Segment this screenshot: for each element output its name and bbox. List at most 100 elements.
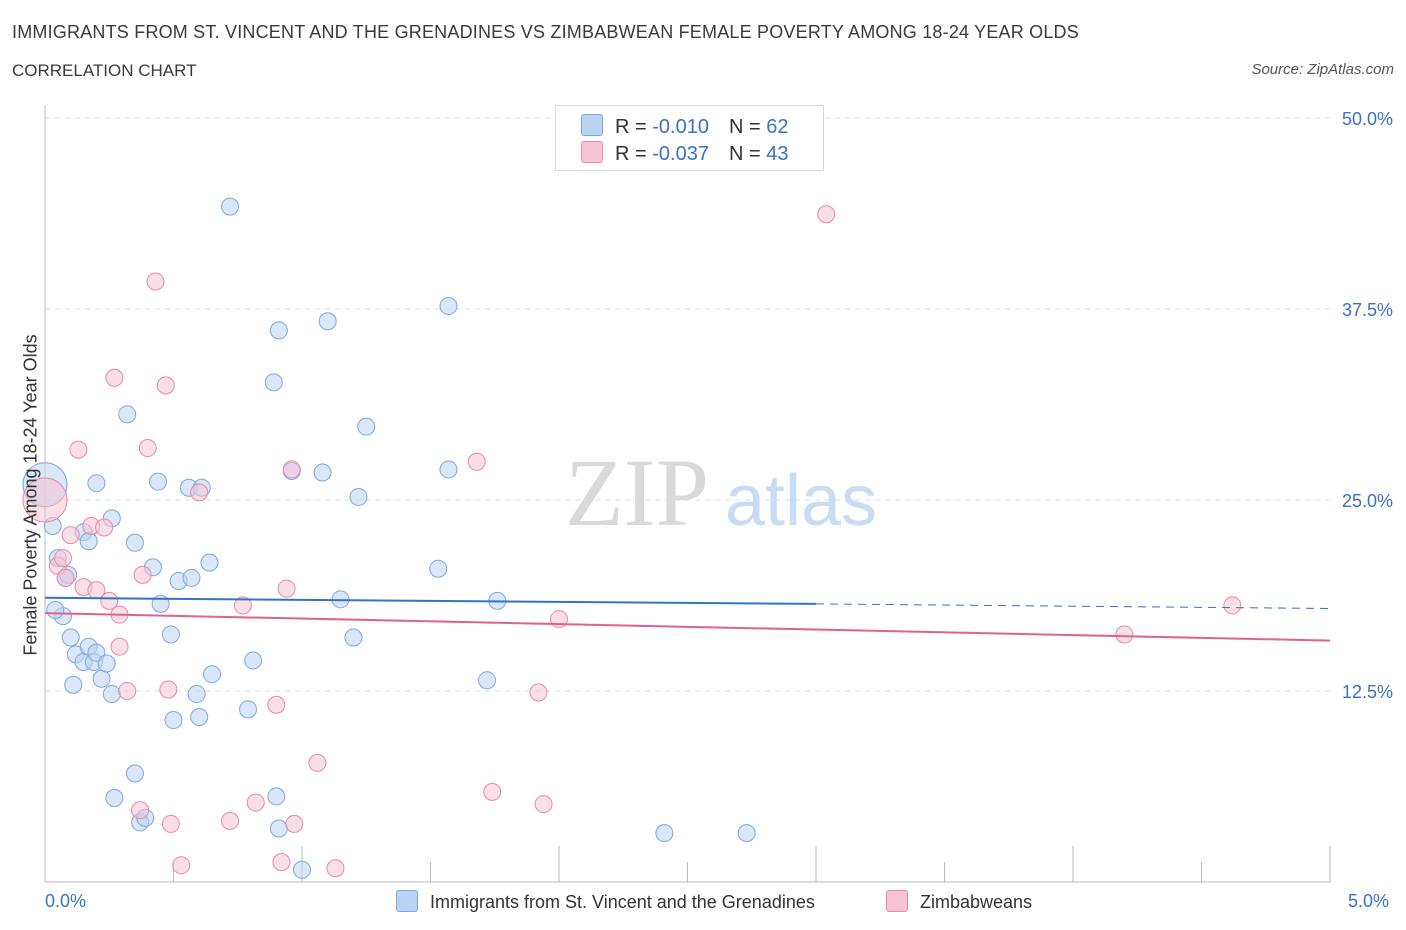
pink-data-point bbox=[277, 579, 296, 598]
blue-data-point bbox=[87, 474, 106, 493]
legend-swatch-blue bbox=[396, 890, 418, 912]
pink-trend-line bbox=[44, 612, 1331, 642]
r-value-pink: -0.037 bbox=[652, 143, 709, 165]
pink-data-point bbox=[272, 853, 291, 872]
pink-data-point bbox=[233, 596, 252, 615]
pink-data-point bbox=[56, 568, 75, 587]
watermark: ZIP atlas bbox=[565, 439, 877, 546]
blue-data-point bbox=[64, 675, 83, 694]
blue-data-point bbox=[200, 553, 219, 572]
blue-data-point bbox=[313, 463, 332, 482]
blue-data-point bbox=[190, 707, 209, 726]
y-tick-label: 50.0% bbox=[1342, 109, 1393, 129]
blue-data-point bbox=[439, 296, 458, 315]
n-label: N = bbox=[728, 143, 767, 165]
blue-data-point bbox=[244, 651, 263, 670]
pink-data-point bbox=[1223, 596, 1242, 615]
blue-trend-extension bbox=[815, 603, 1331, 609]
blue-data-point bbox=[344, 628, 363, 647]
pink-data-point bbox=[529, 683, 548, 702]
blue-data-point bbox=[125, 533, 144, 552]
r-value-blue: -0.010 bbox=[652, 116, 709, 138]
n-label: N = bbox=[728, 116, 767, 138]
y-tick-label: 12.5% bbox=[1342, 682, 1393, 702]
blue-data-point bbox=[221, 197, 240, 216]
x-tick-max: 5.0% bbox=[1348, 891, 1390, 911]
chart-title: IMMIGRANTS FROM ST. VINCENT AND THE GREN… bbox=[12, 22, 1079, 42]
blue-data-point bbox=[105, 788, 124, 807]
pink-data-point bbox=[267, 695, 286, 714]
blue-data-point bbox=[149, 472, 168, 491]
blue-data-point bbox=[61, 628, 80, 647]
y-tick-label: 25.0% bbox=[1342, 491, 1393, 511]
r-label: R = bbox=[615, 116, 653, 138]
blue-data-point bbox=[118, 405, 137, 424]
pink-data-point bbox=[138, 439, 157, 458]
pink-data-point bbox=[467, 452, 486, 471]
blue-trend-line bbox=[44, 596, 817, 605]
blue-data-point bbox=[429, 559, 448, 578]
blue-data-point bbox=[655, 824, 674, 843]
legend-swatch-pink bbox=[886, 890, 908, 912]
blue-data-point bbox=[97, 654, 116, 673]
blue-data-point bbox=[79, 532, 98, 551]
blue-data-point bbox=[318, 312, 337, 331]
blue-data-point bbox=[102, 685, 121, 704]
pink-data-point bbox=[95, 518, 114, 537]
blue-data-point bbox=[264, 373, 283, 392]
blue-data-point bbox=[269, 819, 288, 838]
pink-data-point bbox=[190, 483, 209, 502]
pink-data-point bbox=[110, 637, 129, 656]
legend-swatch-pink bbox=[581, 141, 603, 163]
pink-data-point bbox=[146, 272, 165, 291]
pink-data-point bbox=[100, 591, 119, 610]
legend-label-blue: Immigrants from St. Vincent and the Gren… bbox=[430, 892, 815, 912]
pink-data-point bbox=[105, 368, 124, 387]
pink-data-point bbox=[308, 753, 327, 772]
blue-data-point bbox=[269, 321, 288, 340]
n-value-blue: 62 bbox=[766, 116, 789, 138]
trend-lines bbox=[44, 596, 1331, 642]
pink-data-point bbox=[282, 460, 301, 479]
pink-data-point bbox=[221, 811, 240, 830]
chart-subtitle: CORRELATION CHART bbox=[12, 61, 197, 80]
pink-data-point bbox=[131, 801, 150, 820]
pink-data-point bbox=[172, 856, 191, 875]
pink-data-point bbox=[534, 795, 553, 814]
pink-data-point bbox=[161, 814, 180, 833]
pink-data-point bbox=[61, 526, 80, 545]
legend-swatch-blue bbox=[581, 114, 603, 136]
pink-data-point bbox=[22, 477, 68, 523]
pink-data-point bbox=[156, 376, 175, 395]
stats-legend: R = -0.010 N = 62 R = -0.037 N = 43 bbox=[555, 105, 824, 171]
blue-data-point bbox=[92, 669, 111, 688]
legend-label-pink: Zimbabweans bbox=[920, 892, 1033, 912]
x-tick-min: 0.0% bbox=[45, 891, 87, 911]
y-tick-labels: 12.5% 25.0% 37.5% 50.0% bbox=[1342, 109, 1393, 702]
blue-data-point bbox=[187, 685, 206, 704]
y-tick-label: 37.5% bbox=[1342, 300, 1393, 320]
watermark-zip: ZIP bbox=[565, 439, 709, 546]
blue-data-point bbox=[349, 487, 368, 506]
pink-data-point bbox=[1115, 625, 1134, 644]
pink-data-point bbox=[133, 565, 152, 584]
blue-data-point bbox=[164, 711, 183, 730]
pink-data-point bbox=[817, 205, 836, 224]
blue-data-point bbox=[737, 824, 756, 843]
legend-item-pink: Zimbabweans bbox=[886, 890, 1032, 913]
pink-data-point bbox=[326, 859, 345, 878]
legend-row-blue: R = -0.010 N = 62 bbox=[581, 114, 788, 138]
blue-data-point bbox=[293, 860, 311, 879]
blue-data-point bbox=[267, 787, 286, 806]
y-axis-label: Female Poverty Among 18-24 Year Olds bbox=[20, 334, 41, 656]
legend-row-pink: R = -0.037 N = 43 bbox=[581, 141, 788, 165]
n-value-pink: 43 bbox=[766, 143, 789, 165]
pink-data-point bbox=[246, 793, 265, 812]
blue-data-point bbox=[203, 665, 222, 684]
source-credit: Source: ZipAtlas.com bbox=[1251, 61, 1394, 78]
pink-data-point bbox=[285, 814, 304, 833]
blue-data-point bbox=[182, 568, 201, 587]
blue-data-point bbox=[357, 417, 376, 436]
blue-data-point bbox=[439, 460, 458, 479]
